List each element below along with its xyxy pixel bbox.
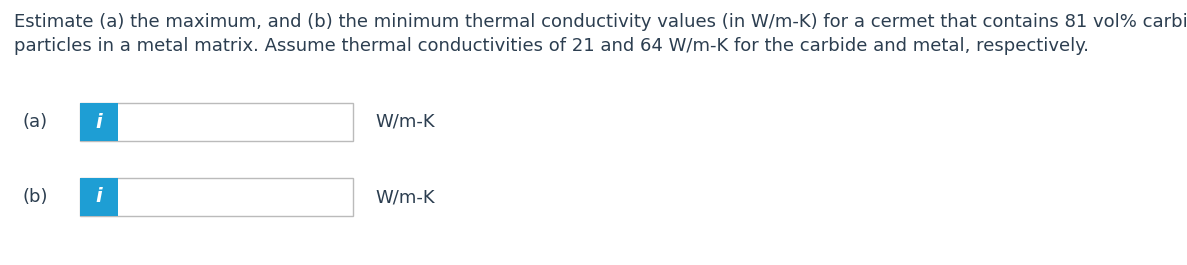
Text: i: i	[96, 188, 102, 206]
Text: W/m-K: W/m-K	[375, 113, 434, 131]
Text: Estimate (a) the maximum, and (b) the minimum thermal conductivity values (in W/: Estimate (a) the maximum, and (b) the mi…	[14, 13, 1187, 31]
FancyBboxPatch shape	[80, 103, 353, 141]
Text: W/m-K: W/m-K	[375, 188, 434, 206]
FancyBboxPatch shape	[80, 178, 118, 216]
FancyBboxPatch shape	[80, 178, 353, 216]
Text: (b): (b)	[23, 188, 47, 206]
Text: particles in a metal matrix. Assume thermal conductivities of 21 and 64 W/m-K fo: particles in a metal matrix. Assume ther…	[14, 37, 1088, 55]
FancyBboxPatch shape	[80, 103, 118, 141]
Text: (a): (a)	[23, 113, 47, 131]
Text: i: i	[96, 113, 102, 131]
